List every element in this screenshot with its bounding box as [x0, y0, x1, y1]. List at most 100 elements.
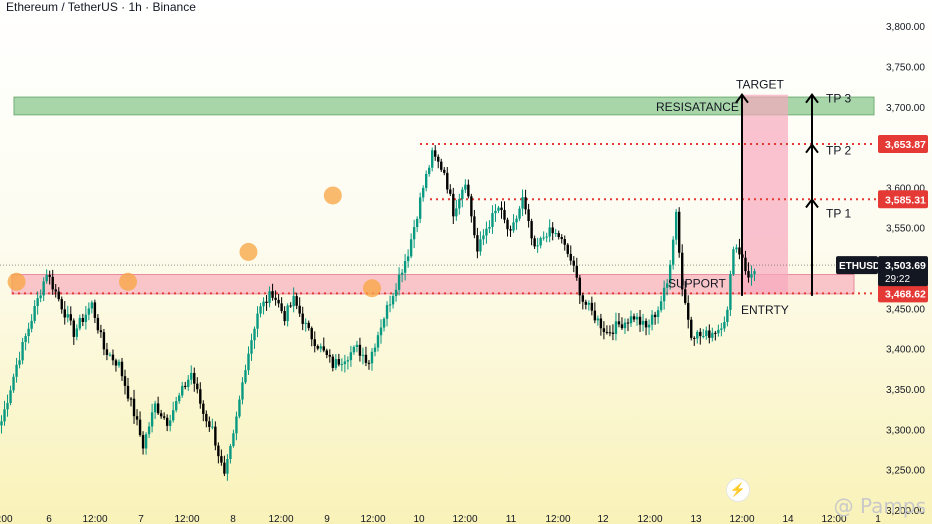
countdown-text: 29:22	[885, 274, 910, 285]
candle-body	[265, 301, 268, 303]
candle-body	[491, 213, 494, 227]
candle-body	[147, 426, 151, 435]
candle-body	[81, 318, 85, 322]
candle-body	[437, 156, 440, 162]
candle-body	[635, 316, 639, 320]
candle-body	[708, 330, 711, 338]
y-tick-label: 3,400.00	[886, 345, 925, 356]
candle-body	[533, 238, 536, 247]
candle-body	[322, 346, 325, 351]
level-price-tag	[878, 190, 928, 209]
candle-body	[187, 379, 190, 387]
candle-body	[677, 211, 681, 253]
target-arrow-head	[735, 93, 749, 104]
x-tick-label: 9	[324, 514, 330, 524]
candle-body	[325, 350, 328, 355]
candle-body	[232, 433, 235, 447]
candle-body	[397, 274, 401, 290]
candle-body	[659, 301, 663, 311]
candle-body	[623, 322, 627, 329]
candle-body	[217, 445, 220, 457]
candle-body	[205, 413, 208, 422]
candle-body	[274, 297, 277, 300]
candle-body	[620, 324, 624, 329]
candle-body	[304, 322, 307, 324]
candle-body	[153, 403, 157, 413]
candle-body	[714, 332, 717, 334]
candle-body	[141, 435, 145, 449]
x-tick-label: 12:00	[268, 514, 293, 524]
candle-body	[241, 382, 244, 400]
candle-body	[424, 173, 428, 188]
candle-body	[455, 208, 458, 217]
candle-body	[361, 354, 365, 356]
candle-body	[717, 329, 720, 334]
candle-body	[87, 308, 91, 315]
candle-body	[726, 309, 729, 323]
candle-body	[488, 226, 491, 229]
candle-body	[30, 320, 33, 329]
candle-body	[120, 361, 124, 377]
candle-body	[554, 233, 557, 235]
candle-body	[376, 335, 380, 348]
candle-body	[671, 239, 675, 265]
candle-body	[99, 330, 103, 333]
candle-body	[602, 328, 606, 332]
candle-body	[494, 210, 497, 214]
candle-body	[190, 372, 193, 380]
candle-body	[346, 360, 350, 362]
candle-body	[168, 420, 172, 426]
y-tick-label: 3,300.00	[886, 425, 925, 436]
candle-body	[132, 398, 136, 417]
candle-body	[211, 426, 214, 428]
candle-body	[250, 340, 253, 354]
candle-body	[174, 401, 178, 411]
candle-body	[415, 218, 419, 228]
x-tick-label: 12:00	[545, 514, 570, 524]
candle-body	[650, 314, 654, 325]
x-tick-label: 12	[597, 514, 609, 524]
candle-body	[114, 360, 118, 366]
candle-body	[334, 359, 338, 368]
candle-body	[24, 336, 27, 343]
candle-body	[524, 197, 527, 210]
candle-body	[72, 320, 75, 337]
candle-body	[129, 398, 133, 400]
candle-body	[473, 216, 476, 236]
candle-body	[159, 413, 163, 417]
candle-body	[431, 150, 434, 168]
level-price-tag	[878, 284, 928, 303]
candle-body	[581, 295, 585, 302]
y-tick-label: 3,550.00	[886, 224, 925, 235]
candle-body	[681, 252, 684, 290]
candle-body	[539, 238, 542, 246]
candle-body	[379, 327, 383, 336]
candle-body	[699, 331, 702, 337]
candle-body	[391, 296, 395, 305]
x-tick-label: 12:00	[729, 514, 754, 524]
candle-body	[693, 337, 696, 339]
candle-body	[385, 305, 389, 319]
x-tick-label: 12:00	[452, 514, 477, 524]
x-tick-label: 12:00	[82, 514, 107, 524]
candle-body	[135, 416, 139, 420]
candle-body	[108, 354, 112, 356]
candle-body	[632, 316, 636, 320]
candle-body	[590, 302, 594, 311]
candle-body	[421, 187, 425, 198]
candle-body	[75, 328, 79, 337]
candle-body	[668, 264, 672, 284]
candle-body	[150, 412, 154, 427]
candle-body	[126, 385, 130, 399]
candle-body	[3, 409, 6, 422]
candle-body	[720, 328, 723, 330]
symbol-tag	[836, 256, 878, 275]
candle-body	[15, 364, 18, 377]
candle-body	[301, 313, 304, 324]
candle-body	[229, 446, 232, 460]
candle-body	[295, 296, 298, 306]
candle-body	[223, 462, 226, 474]
candle-body	[286, 305, 289, 322]
candle-body	[443, 169, 446, 173]
